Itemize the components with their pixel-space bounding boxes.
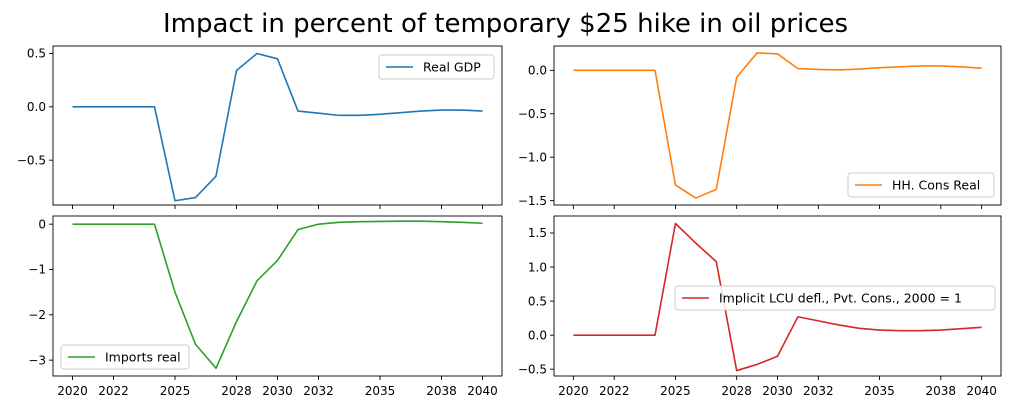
x-tick-label: 2025 xyxy=(660,384,691,398)
x-tick-label: 2040 xyxy=(467,384,498,398)
x-tick-label: 2022 xyxy=(98,384,129,398)
y-tick-label: −1.5 xyxy=(518,194,547,208)
legend-box xyxy=(378,54,495,80)
legend-box xyxy=(60,344,190,370)
series-line-real-gdp xyxy=(72,52,483,202)
legend-box xyxy=(674,285,996,311)
legend-label: Implicit LCU defl., Pvt. Cons., 2000 = 1 xyxy=(719,291,962,306)
figure-title: Impact in percent of temporary $25 hike … xyxy=(163,9,848,39)
series-line-imports-real xyxy=(72,220,483,370)
x-tick-label: 2035 xyxy=(365,384,396,398)
x-tick-label: 2040 xyxy=(966,384,997,398)
y-tick-label: −0.5 xyxy=(518,362,547,376)
legend-label: Imports real xyxy=(105,350,181,365)
series-line-implicit-lcu-defl-pvt-cons-2000-1 xyxy=(573,222,982,372)
panel-bottom-right: 1.5 1.0 0.5 0.0 −0.5 2020 2022 2025 2028 2030 2032… xyxy=(518,215,1002,398)
legend: Implicit LCU defl., Pvt. Cons., 2000 = 1 xyxy=(674,285,996,311)
legend: HH. Cons Real xyxy=(847,172,995,198)
x-tick-label: 2020 xyxy=(57,384,88,398)
x-tick-label: 2032 xyxy=(803,384,834,398)
legend-box xyxy=(847,172,995,198)
x-tick-label: 2032 xyxy=(303,384,334,398)
panel-top-left: 0.5 0.0 −0.5 Real GDP xyxy=(17,45,503,209)
y-tick-label: 0.5 xyxy=(27,47,46,61)
y-tick-label: −0.5 xyxy=(17,153,46,167)
legend-label: HH. Cons Real xyxy=(892,178,980,193)
y-tick-label: −1.0 xyxy=(518,150,547,164)
y-tick-label: −0.5 xyxy=(518,107,547,121)
x-tick-label: 2028 xyxy=(221,384,252,398)
y-tick-label: 0.0 xyxy=(528,64,547,78)
legend: Real GDP xyxy=(378,54,495,80)
legend-label: Real GDP xyxy=(423,60,481,75)
series-line-hh-cons-real xyxy=(573,52,982,199)
x-tick-label: 2035 xyxy=(864,384,895,398)
y-tick-label: −3 xyxy=(28,353,46,367)
panel-top-right: 0.0 −0.5 −1.0 −1.5 HH. Cons Real xyxy=(518,45,1002,209)
panel-bottom-left: 0 −1 −2 −3 2020 2022 2025 2028 2030 2032 2035 2038 2… xyxy=(28,215,503,398)
y-tick-label: 0.0 xyxy=(528,328,547,342)
x-tick-label: 2030 xyxy=(262,384,293,398)
x-tick-label: 2022 xyxy=(599,384,630,398)
y-tick-label: −1 xyxy=(28,263,46,277)
chart-panels: 0.5 0.0 −0.5 Real GDP 0.0 −0.5 −1.0 −1.5 HH. Con… xyxy=(17,45,1002,398)
y-tick-label: −2 xyxy=(28,308,46,322)
x-tick-label: 2020 xyxy=(558,384,589,398)
y-tick-label: 1.5 xyxy=(528,226,547,240)
y-tick-label: 0.0 xyxy=(27,100,46,114)
y-tick-label: 0 xyxy=(38,217,46,231)
legend: Imports real xyxy=(60,344,190,370)
y-tick-label: 1.0 xyxy=(528,260,547,274)
x-tick-label: 2025 xyxy=(160,384,191,398)
y-tick-label: 0.5 xyxy=(528,294,547,308)
x-tick-label: 2038 xyxy=(926,384,957,398)
x-tick-label: 2030 xyxy=(762,384,793,398)
x-tick-label: 2038 xyxy=(426,384,457,398)
x-tick-label: 2028 xyxy=(721,384,752,398)
